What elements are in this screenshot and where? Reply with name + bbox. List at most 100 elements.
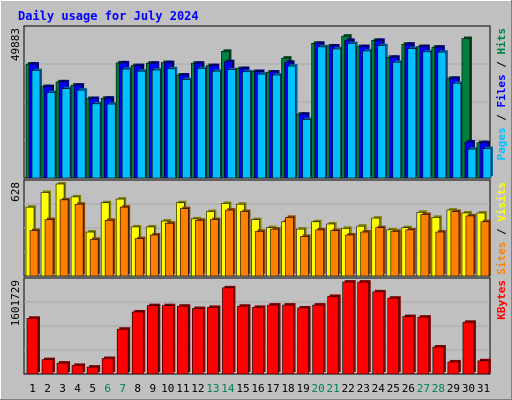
sites-bar-day-7 (119, 206, 129, 277)
kbytes-bar-day-28 (432, 346, 445, 375)
pages-bar-day-11 (182, 79, 191, 179)
pages-bar-day-13 (212, 70, 221, 179)
kbytes-bar-day-24 (372, 291, 385, 375)
chart-title: Daily usage for July 2024 (18, 9, 199, 23)
y-max-label: 1601729 (9, 280, 22, 326)
day-label-25: 25 (387, 382, 400, 395)
sites-bar-day-26 (405, 229, 415, 277)
pages-bar-day-22 (347, 43, 356, 179)
sites-bar-day-20 (315, 229, 324, 277)
pages-bar-day-7 (121, 68, 131, 179)
day-label-7: 7 (119, 382, 126, 395)
pages-bar-day-10 (166, 68, 176, 179)
legend-item-sites: Sites (495, 242, 508, 275)
pages-bar-day-14 (227, 69, 236, 179)
day-label-24: 24 (372, 382, 386, 395)
sites-bar-day-15 (240, 211, 249, 277)
legend-item-visits: Visits (495, 182, 508, 222)
y-max-label: 49883 (9, 28, 22, 61)
kbytes-bar-day-7 (116, 328, 129, 375)
day-label-19: 19 (296, 382, 309, 395)
kbytes-bar-day-21 (327, 296, 339, 375)
day-label-22: 22 (342, 382, 355, 395)
chart-panels: 49883 Pages / Files / Hits 628 Sites / Visi… (9, 25, 508, 375)
sites-bar-day-28 (435, 231, 445, 277)
day-label-11: 11 (176, 382, 189, 395)
day-label-17: 17 (266, 382, 279, 395)
sites-bar-day-25 (390, 231, 400, 277)
day-label-23: 23 (357, 382, 370, 395)
sites-bar-day-23 (360, 231, 370, 277)
pages-bar-day-16 (257, 73, 266, 179)
panel-1: 49883 Pages / Files / Hits (9, 25, 508, 179)
day-label-31: 31 (477, 382, 490, 395)
day-label-1: 1 (29, 382, 36, 395)
panel-1-legend: Pages / Files / Hits (495, 28, 508, 161)
legend-separator: / (495, 222, 508, 242)
kbytes-bar-day-3 (56, 362, 69, 375)
pages-bar-day-21 (332, 48, 341, 179)
pages-bar-day-25 (392, 61, 402, 179)
kbytes-bar-day-8 (131, 311, 144, 375)
legend-separator: / (495, 108, 508, 128)
kbytes-bar-day-16 (252, 307, 264, 375)
sites-bar-day-22 (345, 234, 354, 277)
pages-bar-day-1 (31, 70, 41, 179)
sites-bar-day-10 (164, 222, 174, 277)
pages-bar-day-23 (362, 50, 372, 179)
day-label-9: 9 (149, 382, 156, 395)
kbytes-bar-day-17 (267, 304, 279, 375)
kbytes-bar-day-12 (192, 308, 204, 375)
pages-bar-day-8 (136, 70, 146, 179)
day-label-27: 27 (417, 382, 430, 395)
legend-text: KBytes (495, 280, 508, 320)
kbytes-bar-day-22 (342, 281, 354, 375)
kbytes-bar-day-20 (312, 304, 324, 375)
y-max-label: 628 (9, 182, 22, 202)
kbytes-bar-day-6 (101, 358, 114, 375)
pages-bar-day-30 (467, 148, 477, 179)
pages-bar-day-24 (377, 45, 387, 179)
kbytes-bar-day-14 (222, 287, 234, 375)
kbytes-bar-day-13 (207, 307, 219, 375)
day-label-4: 4 (74, 382, 81, 395)
sites-bar-day-4 (74, 203, 84, 277)
pages-bar-day-27 (422, 51, 432, 179)
sites-bar-day-27 (420, 214, 430, 277)
day-label-8: 8 (134, 382, 141, 395)
legend-text: Sites / Visits (495, 182, 508, 275)
pages-bar-day-28 (437, 51, 447, 179)
kbytes-bar-day-31 (477, 360, 490, 375)
panel-3-legend: KBytes (495, 280, 508, 320)
legend-item-files: Files (495, 74, 508, 107)
pages-bar-day-18 (287, 65, 296, 179)
kbytes-bar-day-30 (462, 322, 475, 375)
panel-3: 1601729 KBytes (9, 277, 508, 375)
day-label-3: 3 (59, 382, 66, 395)
panel-2: 628 Sites / Visits (9, 179, 508, 277)
kbytes-bar-day-19 (297, 307, 309, 375)
pages-bar-day-4 (76, 89, 86, 179)
legend-item-pages: Pages (495, 127, 508, 160)
sites-bar-day-29 (450, 211, 460, 277)
kbytes-bar-day-23 (357, 281, 370, 375)
kbytes-bar-day-11 (177, 305, 189, 375)
pages-bar-day-3 (61, 88, 71, 179)
pages-bar-day-19 (302, 119, 311, 179)
kbytes-bar-day-2 (41, 359, 54, 375)
sites-bar-day-14 (225, 209, 234, 277)
pages-bar-day-9 (151, 69, 161, 179)
sites-bar-day-9 (149, 234, 159, 277)
sites-bar-day-13 (210, 219, 219, 277)
sites-bar-day-18 (285, 217, 294, 277)
pages-bar-day-20 (317, 46, 326, 179)
pages-bar-day-6 (106, 103, 116, 179)
pages-bar-day-5 (91, 103, 101, 179)
kbytes-bar-day-1 (26, 317, 39, 375)
sites-bar-day-3 (59, 199, 69, 277)
kbytes-bar-day-25 (387, 297, 400, 375)
pages-bar-day-26 (407, 48, 417, 179)
day-label-28: 28 (432, 382, 445, 395)
pages-bar-day-15 (242, 71, 251, 179)
